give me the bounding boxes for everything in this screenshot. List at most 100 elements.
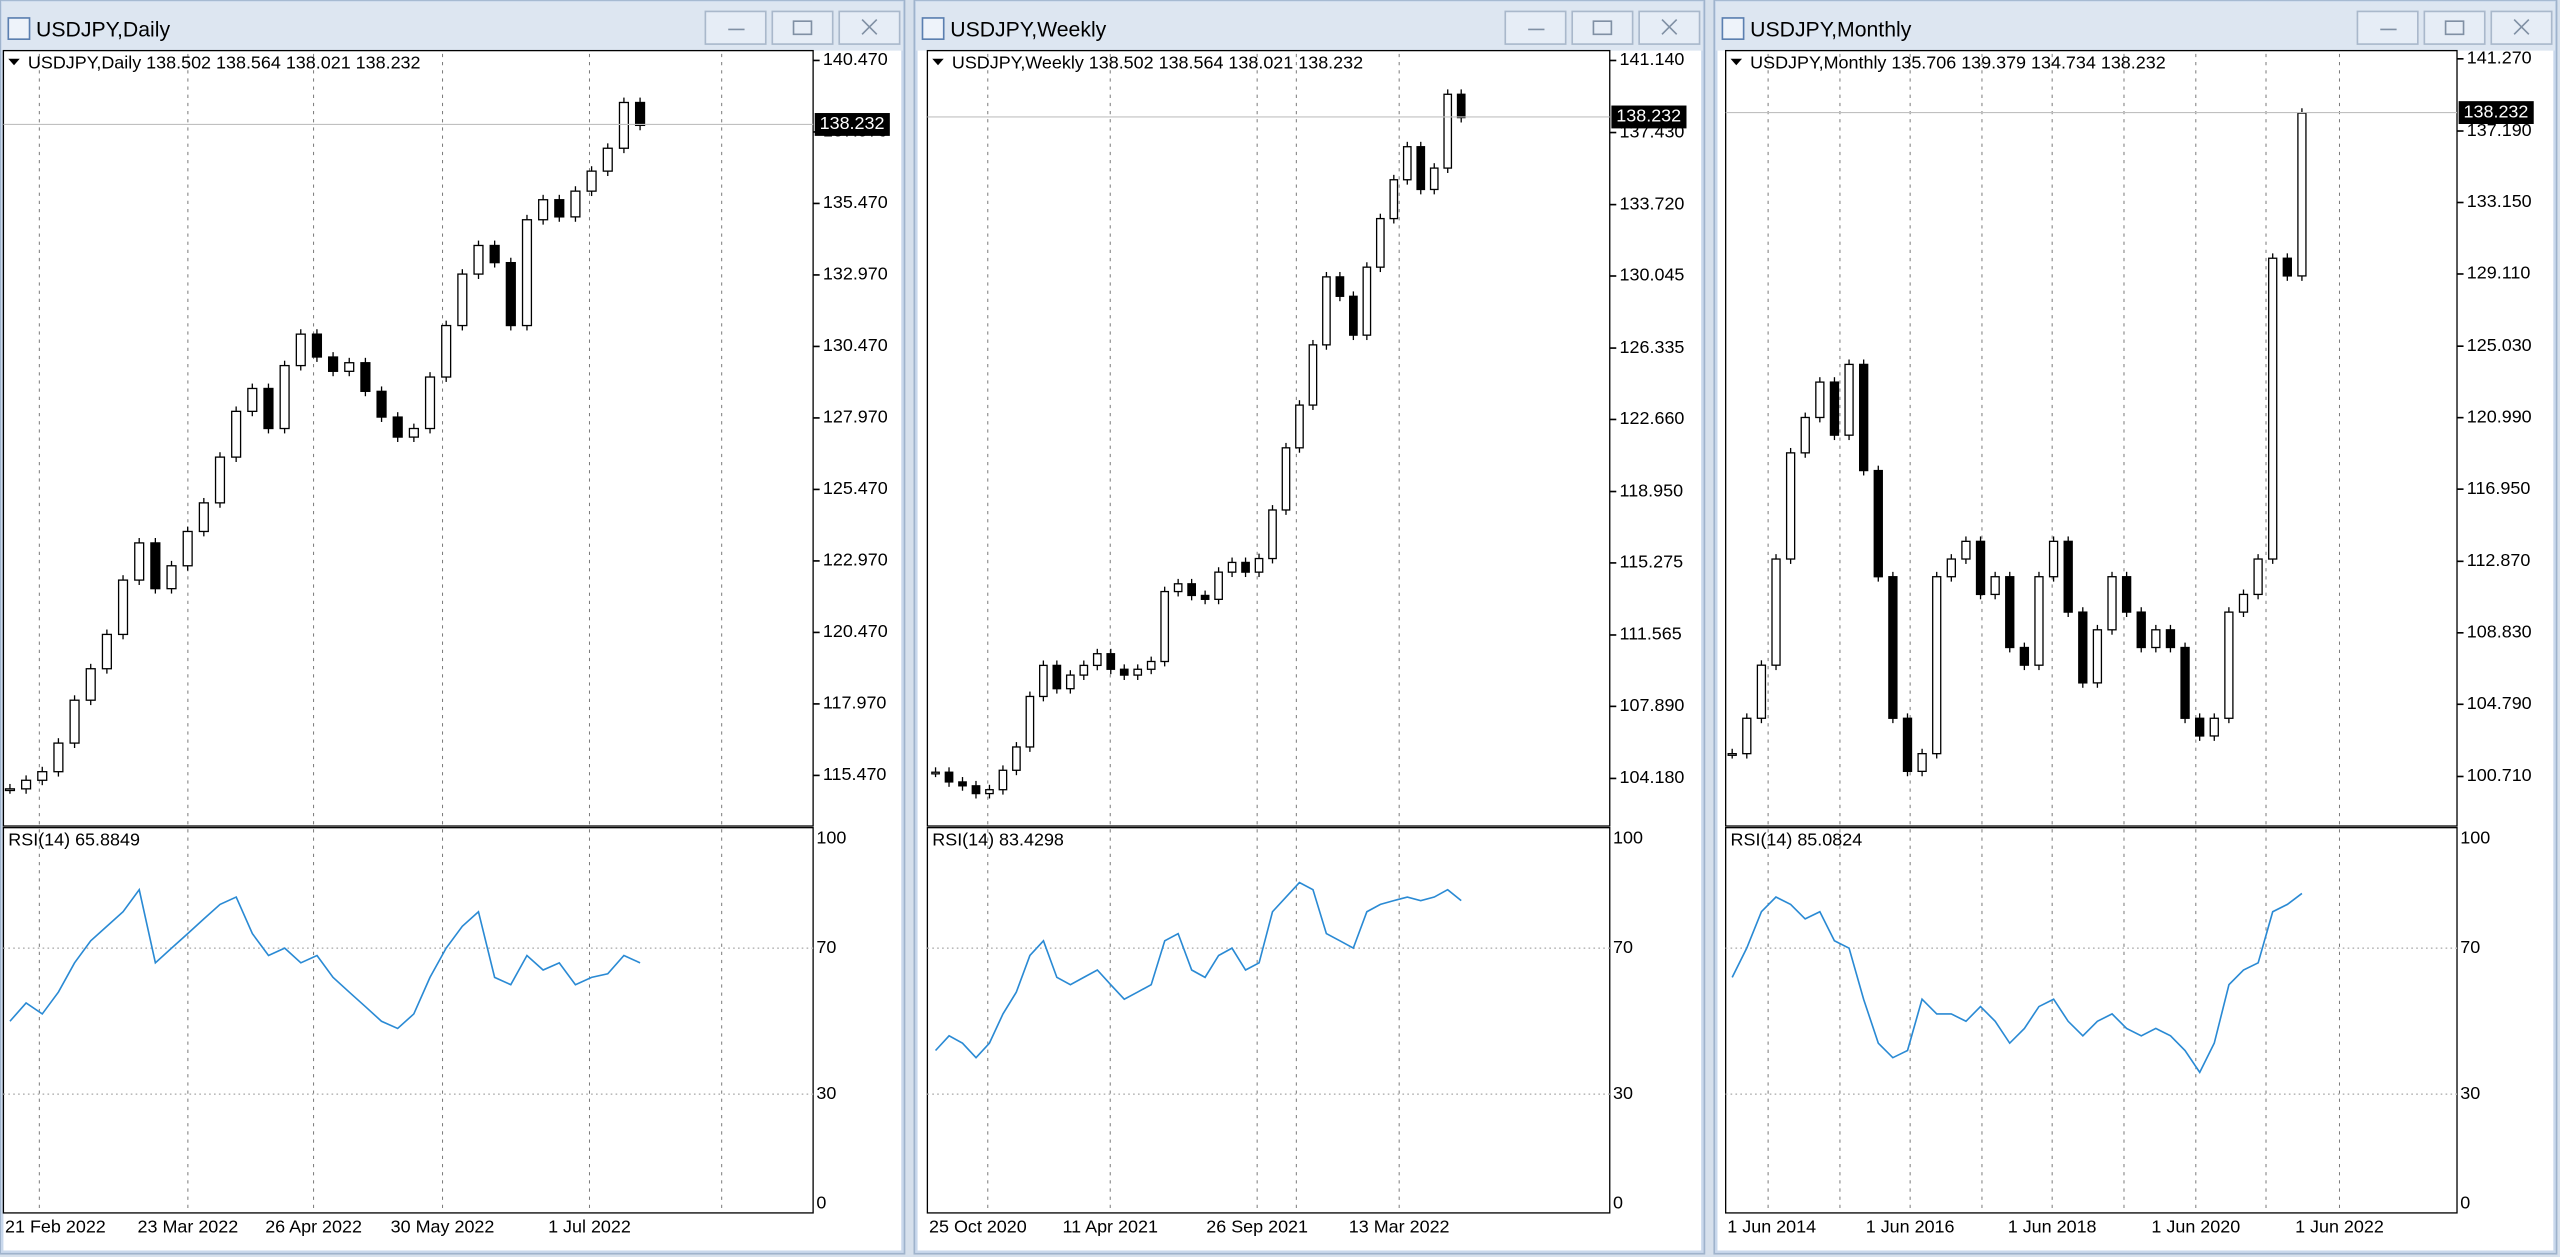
date-label: 1 Jun 2014 — [1727, 1216, 1816, 1236]
candle — [1241, 561, 1250, 573]
candle — [2194, 717, 2205, 737]
candle — [1917, 753, 1927, 773]
candle — [1119, 668, 1129, 676]
candle — [1308, 344, 1318, 406]
price-tick-label: 126.335 — [1620, 337, 1685, 357]
candle — [1785, 452, 1796, 560]
candle — [1456, 93, 1466, 119]
candle — [1254, 557, 1264, 573]
candle — [2136, 611, 2146, 649]
candle — [117, 579, 129, 636]
rsi-tick-label: 100 — [816, 827, 846, 847]
chart-area — [3, 50, 902, 1251]
price-tick-label: 122.970 — [823, 550, 888, 570]
candle — [2224, 611, 2234, 719]
rsi-line — [1731, 892, 2303, 1074]
candle — [1160, 590, 1170, 663]
close-button[interactable] — [838, 10, 901, 45]
candle — [1173, 583, 1183, 593]
price-tick-label: 115.470 — [823, 764, 887, 784]
candle — [1873, 469, 1883, 578]
candle — [1829, 381, 1840, 436]
candle — [1932, 576, 1942, 755]
candle — [295, 333, 306, 367]
candle — [1416, 146, 1426, 191]
price-tick-label: 130.470 — [823, 335, 888, 355]
candle — [1025, 695, 1035, 748]
candle — [1065, 674, 1075, 690]
price-tick-label: 111.565 — [1620, 624, 1682, 644]
candle — [1990, 576, 2000, 596]
candle — [1756, 664, 1767, 719]
candle — [2297, 112, 2307, 277]
price-tick-label: 135.470 — [823, 192, 888, 212]
candle — [1187, 583, 1196, 597]
price-tick-label: 115.275 — [1620, 552, 1684, 572]
date-label: 30 May 2022 — [391, 1216, 495, 1236]
candle — [1146, 660, 1156, 670]
candle — [1975, 540, 1986, 596]
candle — [2121, 576, 2132, 613]
rsi-tick-label: 0 — [2460, 1193, 2470, 1213]
candle — [311, 333, 323, 358]
minimize-button[interactable] — [704, 10, 767, 45]
candle — [231, 410, 242, 458]
price-tick-label: 107.890 — [1620, 695, 1685, 715]
candle — [1052, 664, 1062, 690]
maximize-glyph — [792, 20, 813, 36]
candle — [1844, 363, 1854, 436]
candle — [279, 364, 290, 430]
price-tick-label: 141.270 — [2467, 48, 2532, 68]
maximize-button[interactable] — [771, 10, 834, 45]
candle — [2019, 646, 2030, 666]
candle — [2238, 593, 2249, 613]
candle — [1268, 509, 1277, 560]
candle — [2063, 540, 2073, 613]
candle — [441, 324, 452, 378]
price-tick-label: 140.470 — [823, 49, 888, 69]
candle — [327, 356, 339, 372]
candle — [376, 390, 387, 418]
candle — [2078, 611, 2088, 684]
candle — [1227, 561, 1237, 573]
rsi-label: RSI(14) 65.8849 — [8, 829, 140, 849]
minimize-button[interactable] — [2356, 10, 2419, 45]
header-arrow — [932, 58, 944, 66]
candle — [1281, 447, 1291, 511]
candle — [958, 781, 967, 787]
price-tick-label: 104.790 — [2467, 693, 2532, 713]
rsi-line — [934, 881, 1462, 1059]
price-tick-label: 127.970 — [823, 407, 888, 427]
chart-window: USDJPY,Daily 21 Feb 2022 23 Mar 2022 26 Apr… — [0, 0, 906, 1255]
candle — [634, 101, 646, 127]
rsi-tick-label: 100 — [2460, 827, 2490, 847]
candle — [554, 199, 565, 218]
maximize-button[interactable] — [2423, 10, 2486, 45]
candle — [344, 362, 355, 372]
candle — [198, 502, 209, 533]
candle — [998, 769, 1008, 791]
maximize-button[interactable] — [1571, 10, 1634, 45]
candle — [85, 668, 96, 701]
candle — [21, 779, 32, 790]
close-glyph — [1661, 19, 1678, 35]
candle — [214, 456, 226, 504]
candle — [570, 190, 581, 218]
minimize-button[interactable] — [1504, 10, 1567, 45]
candle — [2253, 558, 2263, 596]
date-label: 1 Jun 2022 — [2295, 1216, 2384, 1236]
candle — [538, 199, 549, 221]
candle — [1771, 558, 1781, 666]
candle — [457, 273, 468, 327]
candle — [182, 530, 193, 567]
candle — [1092, 653, 1102, 667]
candle — [944, 771, 954, 783]
candle — [166, 565, 177, 590]
candle — [1815, 381, 1825, 419]
date-label: 21 Feb 2022 — [5, 1216, 106, 1236]
price-tick-label: 130.045 — [1620, 265, 1685, 285]
window-title: USDJPY,Daily — [36, 19, 170, 42]
date-label: 26 Sep 2021 — [1206, 1216, 1308, 1236]
